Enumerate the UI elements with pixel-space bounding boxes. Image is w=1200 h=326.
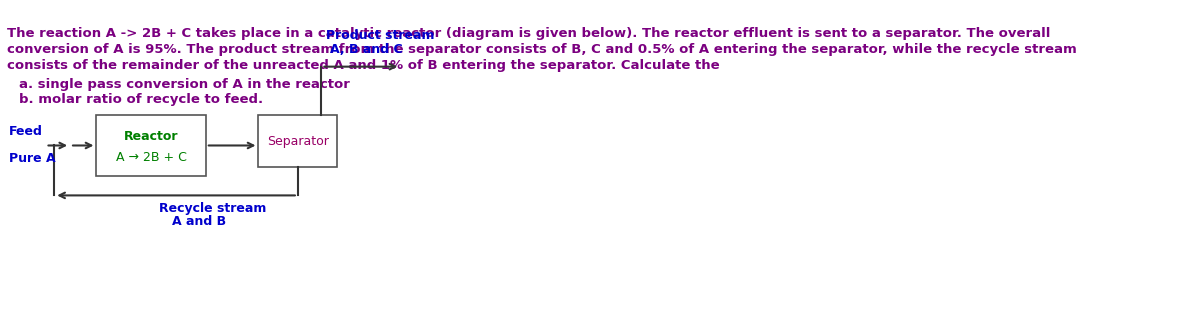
Bar bbox=[258, 115, 337, 167]
Text: Pure A: Pure A bbox=[8, 153, 55, 166]
Text: a. single pass conversion of A in the reactor: a. single pass conversion of A in the re… bbox=[19, 78, 350, 91]
Text: A → 2B + C: A → 2B + C bbox=[115, 151, 186, 164]
Text: consists of the remainder of the unreacted A and 1% of B entering the separator.: consists of the remainder of the unreact… bbox=[7, 59, 720, 72]
Text: Recycle stream: Recycle stream bbox=[158, 202, 266, 215]
Text: conversion of A is 95%. The product stream from the separator consists of B, C a: conversion of A is 95%. The product stre… bbox=[7, 43, 1076, 56]
Text: Reactor: Reactor bbox=[124, 130, 179, 143]
Text: Product stream: Product stream bbox=[326, 29, 434, 42]
Text: The reaction A -> 2B + C takes place in a catalytic reactor (diagram is given be: The reaction A -> 2B + C takes place in … bbox=[7, 27, 1050, 40]
Text: A, B and C: A, B and C bbox=[330, 43, 403, 56]
Text: b. molar ratio of recycle to feed.: b. molar ratio of recycle to feed. bbox=[19, 93, 263, 106]
Text: Separator: Separator bbox=[266, 135, 329, 148]
Text: A and B: A and B bbox=[172, 215, 226, 228]
Text: Feed: Feed bbox=[8, 126, 43, 139]
Bar bbox=[96, 115, 206, 176]
